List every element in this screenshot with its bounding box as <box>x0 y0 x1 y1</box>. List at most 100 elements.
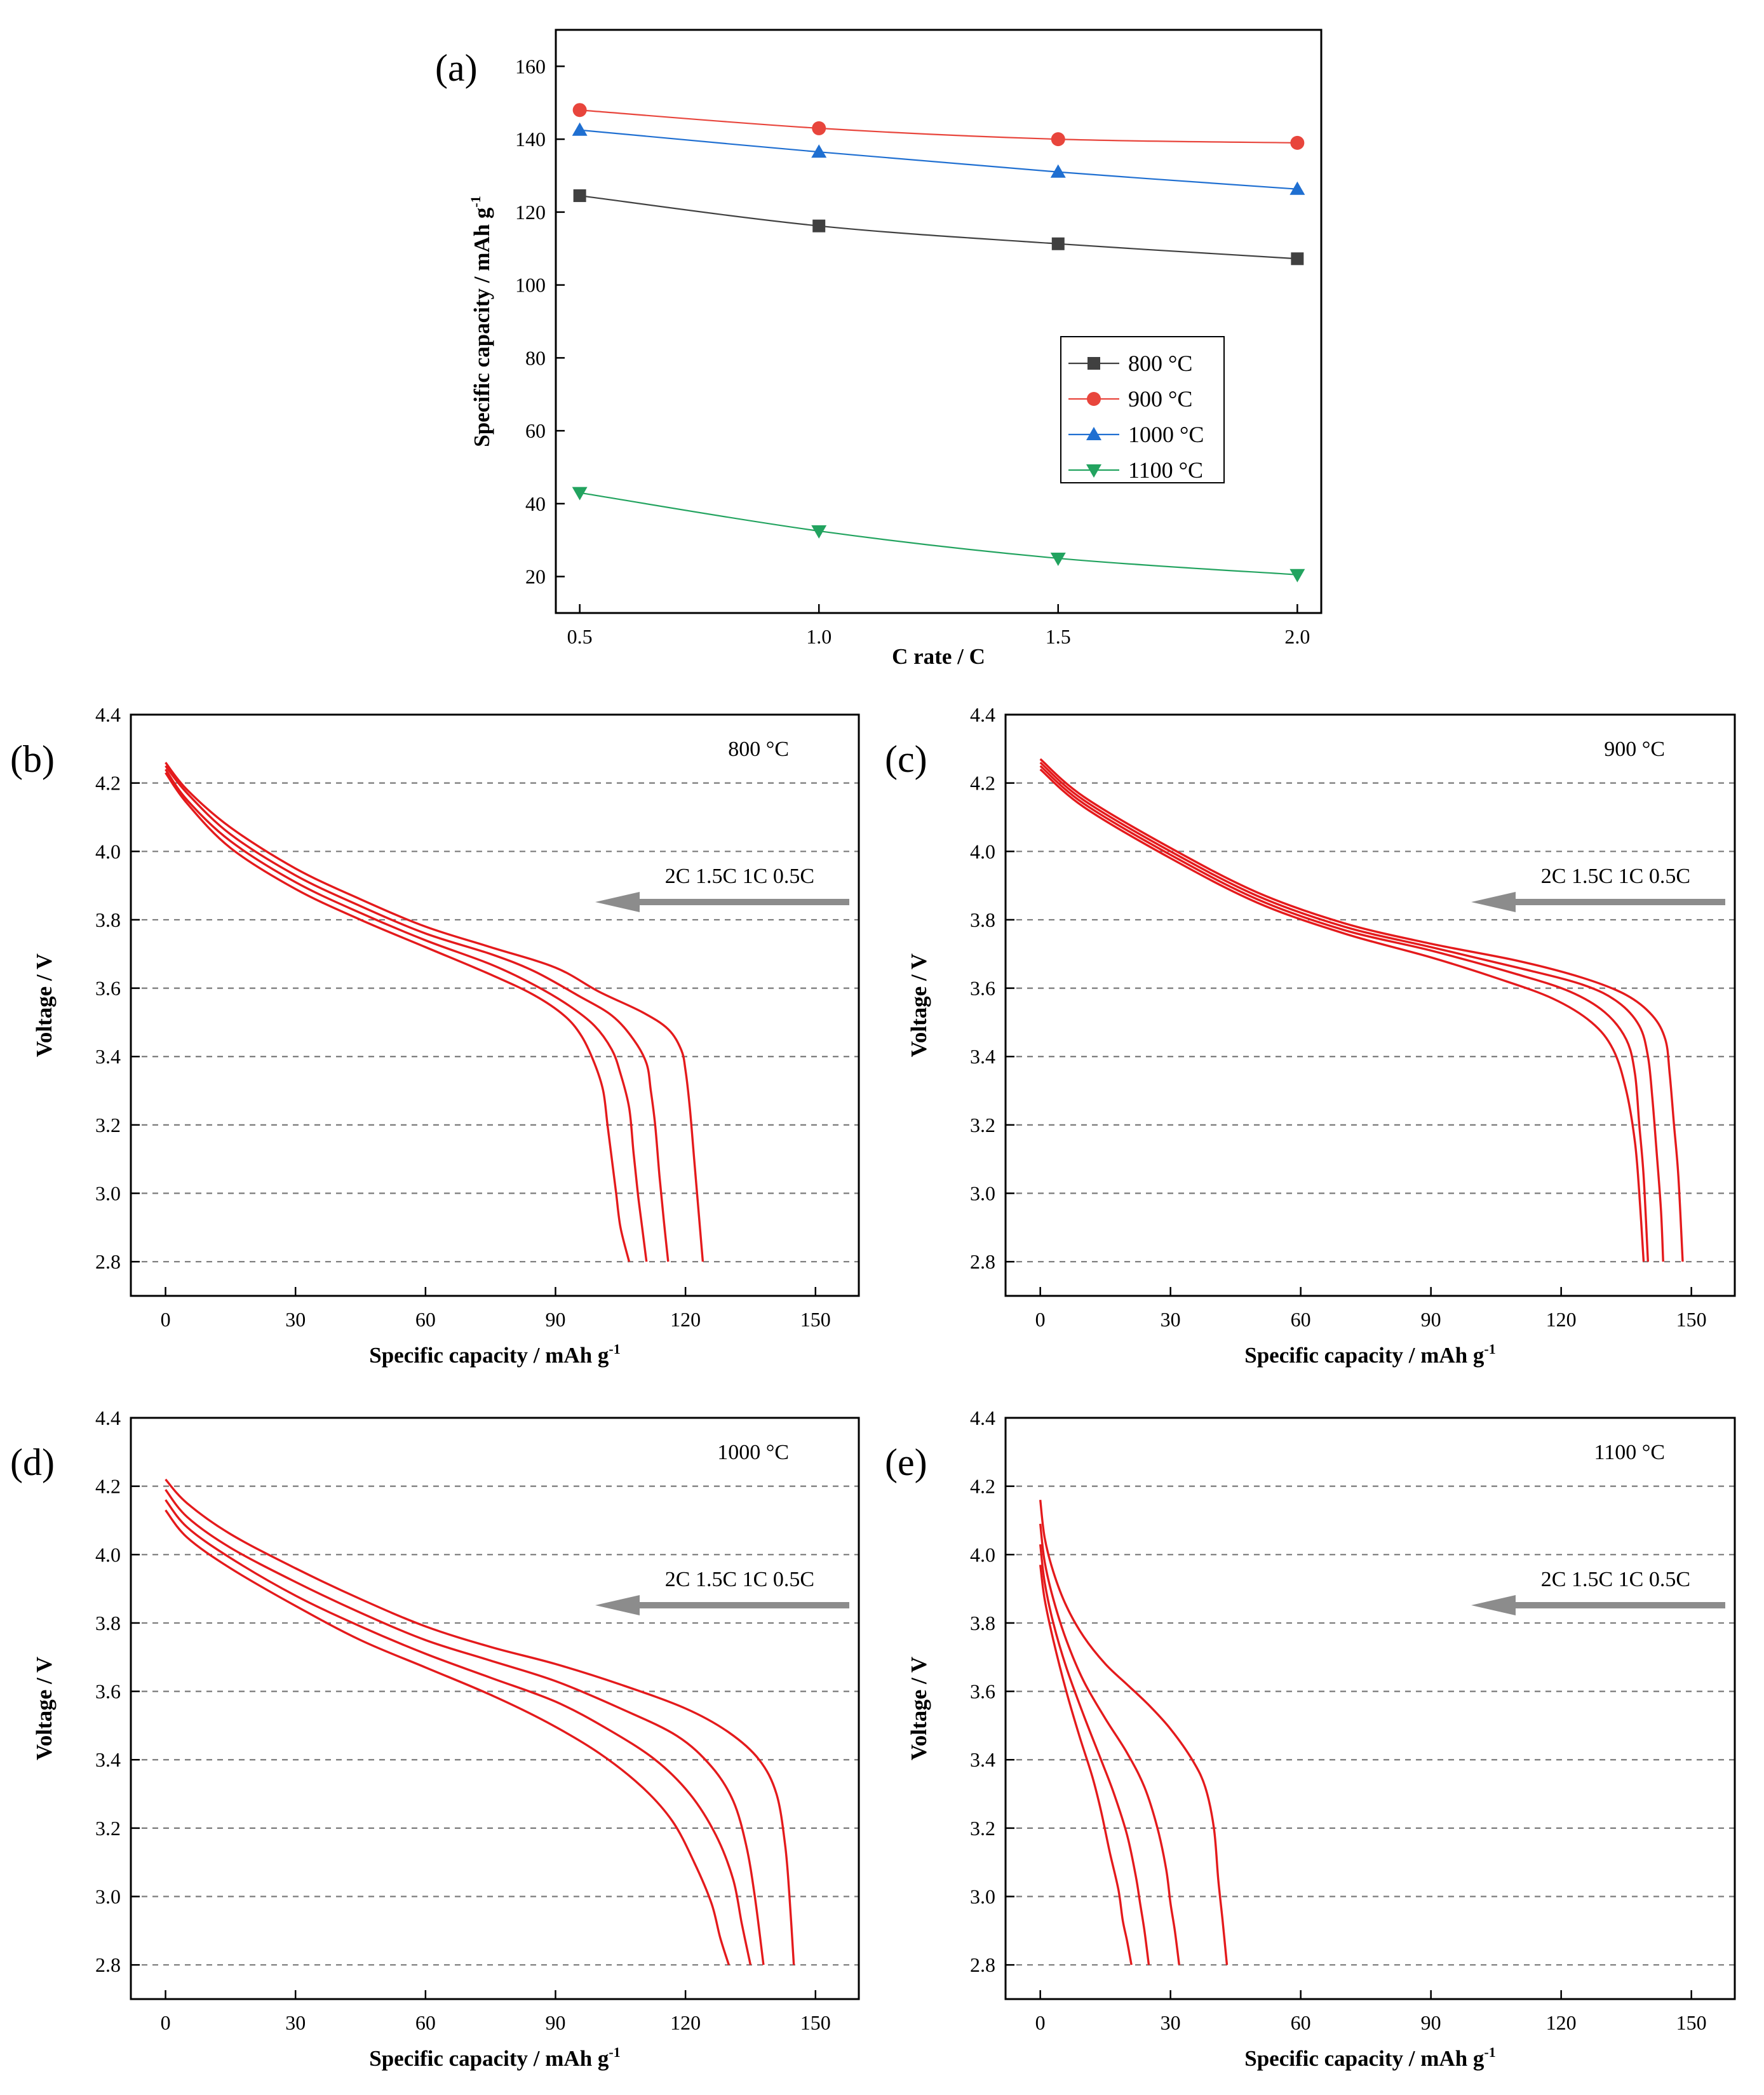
discharge-curve-1.5C <box>165 769 648 1262</box>
legend: 800 °C 900 °C 1000 °C 1100 °C <box>1060 336 1225 483</box>
x-tick-label: 120 <box>670 1308 701 1331</box>
legend-label: 1100 °C <box>1128 457 1203 483</box>
discharge-curve-1.5C <box>1039 1544 1150 1965</box>
discharge-curve-2C <box>1039 1565 1133 1965</box>
x-tick-label: 0 <box>1035 1308 1046 1331</box>
rate-annotation: 2C 1.5C 1C 0.5C <box>665 1568 814 1591</box>
x-tick-label: 30 <box>1161 2011 1181 2034</box>
plot-frame <box>130 1417 860 2000</box>
y-tick-label: 3.6 <box>95 1680 121 1703</box>
rate-arrow-head <box>1471 892 1516 912</box>
x-tick-label: 0 <box>161 2011 171 2034</box>
y-tick-label: 3.8 <box>95 908 121 931</box>
x-tick-label: 120 <box>1546 1308 1577 1331</box>
y-tick-label: 3.2 <box>95 1817 121 1840</box>
y-tick-label: 4.4 <box>95 1406 121 1429</box>
x-tick-label: 150 <box>800 2011 831 2034</box>
y-tick-label: 3.0 <box>95 1182 121 1205</box>
y-axis-label: Voltage / V <box>906 953 931 1057</box>
x-axis-label-superscript: -1 <box>1484 2044 1495 2060</box>
y-tick-label: 4.4 <box>970 703 995 726</box>
data-point <box>1050 552 1066 566</box>
y-axis-label: Voltage / V <box>906 1657 931 1760</box>
y-axis-label: Specific capacity / mAh g-1 <box>468 196 494 447</box>
y-tick-label: 3.2 <box>970 1114 995 1136</box>
discharge-curve-0.5C <box>165 1478 795 1965</box>
y-axis-label-superscript: -1 <box>468 196 483 207</box>
x-tick-label: 120 <box>670 2011 701 2034</box>
y-tick-label: 4.2 <box>95 772 121 795</box>
y-tick-label: 140 <box>515 128 546 151</box>
discharge-curve-1C <box>165 765 670 1262</box>
data-point <box>812 219 826 232</box>
discharge-curve-0.5C <box>1039 1499 1229 1965</box>
discharge-curve-1C <box>165 1488 765 1965</box>
data-point <box>1051 237 1065 250</box>
x-axis-label: Specific capacity / mAh g-1 <box>1244 2044 1496 2071</box>
y-tick-label: 3.0 <box>95 1885 121 1908</box>
panel-label: (d) <box>10 1441 55 1483</box>
y-tick-label: 4.0 <box>95 840 121 863</box>
y-tick-label: 3.0 <box>970 1885 995 1908</box>
y-tick-label: 4.2 <box>970 1475 995 1498</box>
rate-arrow-head <box>595 1595 640 1615</box>
x-tick-label: 0.5 <box>567 625 593 648</box>
y-tick-label: 3.4 <box>970 1045 995 1068</box>
x-axis-label: Specific capacity / mAh g-1 <box>369 2044 621 2071</box>
rate-annotation: 2C 1.5C 1C 0.5C <box>1541 1568 1690 1591</box>
temperature-label: 900 °C <box>1604 738 1665 761</box>
discharge-curve-1.5C <box>165 1499 752 1965</box>
y-tick-label: 100 <box>515 274 546 297</box>
discharge-curve-2C <box>165 772 631 1262</box>
x-tick-label: 90 <box>546 1308 566 1331</box>
discharge-curve-0.5C <box>165 762 704 1262</box>
y-tick-label: 3.2 <box>95 1114 121 1136</box>
y-tick-label: 40 <box>525 492 546 515</box>
x-tick-label: 60 <box>415 2011 436 2034</box>
data-point <box>811 144 827 158</box>
legend-label: 800 °C <box>1128 351 1192 376</box>
y-tick-label: 4.2 <box>970 772 995 795</box>
y-tick-label: 4.0 <box>970 1543 995 1566</box>
x-axis-label-superscript: -1 <box>609 1341 620 1357</box>
series-line <box>579 129 1298 190</box>
panel-label: (e) <box>885 1441 927 1483</box>
temperature-label: 800 °C <box>728 738 789 761</box>
y-tick-label: 3.2 <box>970 1817 995 1840</box>
rate-annotation: 2C 1.5C 1C 0.5C <box>665 865 814 888</box>
x-tick-label: 120 <box>1546 2011 1577 2034</box>
y-tick-label: 4.0 <box>95 1543 121 1566</box>
data-point <box>572 122 588 136</box>
data-point <box>1291 252 1304 266</box>
panel-label: (c) <box>885 738 927 780</box>
y-tick-label: 3.8 <box>970 1612 995 1634</box>
plot-frame <box>1004 1417 1736 2000</box>
y-tick-label: 3.8 <box>970 908 995 931</box>
chart-a: 0.5 1.0 1.5 2.0 20 40 60 80 100 120 140 160 C rate /… <box>435 29 1323 669</box>
chart-e: 0 30 60 90 120 150 2.8 3.0 3.2 3.4 3.6 3.8 4.0 4.2 4.4… <box>885 1406 1736 2071</box>
rate-arrow-head <box>595 892 640 912</box>
x-tick-label: 1.0 <box>806 625 832 648</box>
y-tick-label: 80 <box>525 346 546 369</box>
x-tick-label: 30 <box>285 2011 306 2034</box>
x-tick-label: 1.5 <box>1046 625 1071 648</box>
x-tick-label: 0 <box>1035 2011 1046 2034</box>
x-axis-label: Specific capacity / mAh g-1 <box>369 1341 621 1368</box>
y-tick-label: 2.8 <box>970 1953 995 1976</box>
x-tick-label: 30 <box>1161 1308 1181 1331</box>
x-axis-label-superscript: -1 <box>1484 1341 1495 1357</box>
x-tick-label: 60 <box>1291 1308 1311 1331</box>
y-tick-label: 3.6 <box>970 977 995 1000</box>
plot-frame <box>1004 713 1736 1297</box>
temperature-label: 1100 °C <box>1594 1441 1665 1464</box>
x-tick-label: 60 <box>1291 2011 1311 2034</box>
y-tick-label: 4.0 <box>970 840 995 863</box>
y-tick-label: 3.4 <box>970 1748 995 1771</box>
rate-arrow-head <box>1471 1595 1516 1615</box>
x-tick-label: 150 <box>800 1308 831 1331</box>
y-tick-label: 120 <box>515 201 546 224</box>
y-axis-label: Voltage / V <box>32 953 57 1057</box>
y-tick-label: 2.8 <box>95 1953 121 1976</box>
x-axis-label-superscript: -1 <box>609 2044 620 2060</box>
plot-frame <box>130 713 860 1297</box>
